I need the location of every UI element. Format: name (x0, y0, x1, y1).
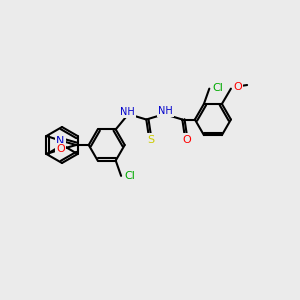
Text: O: O (233, 82, 242, 92)
Text: NH: NH (158, 106, 173, 116)
Text: O: O (183, 134, 191, 145)
Text: S: S (147, 134, 155, 145)
Text: Cl: Cl (212, 82, 223, 93)
Text: N: N (56, 136, 64, 146)
Text: Cl: Cl (124, 171, 135, 181)
Text: NH: NH (120, 107, 135, 117)
Text: O: O (56, 145, 64, 154)
